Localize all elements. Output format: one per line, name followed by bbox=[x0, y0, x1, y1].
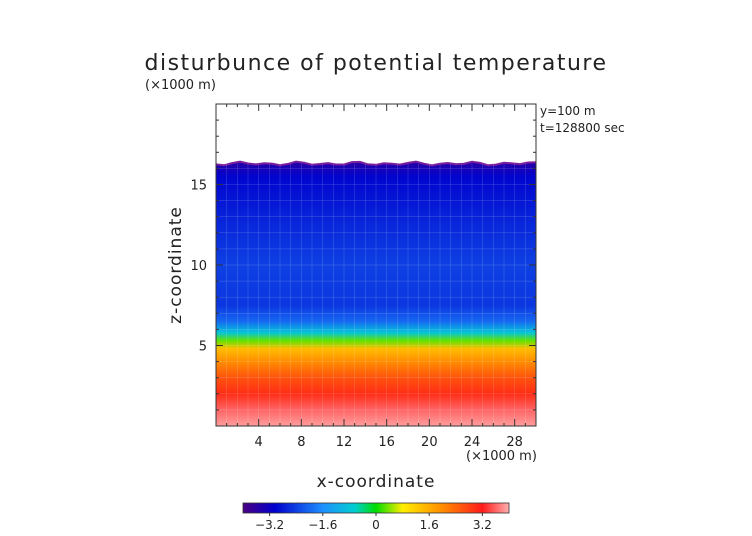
colorbar-ticks: −3.2 −1.6 0 1.6 3.2 bbox=[255, 513, 492, 532]
colorbar: −3.2 −1.6 0 1.6 3.2 bbox=[242, 502, 510, 532]
x-tick-label: 28 bbox=[506, 435, 523, 450]
colorbar-tick-label: −1.6 bbox=[308, 518, 337, 532]
annotation-t: t=128800 sec bbox=[540, 121, 625, 135]
x-tick-label: 16 bbox=[378, 435, 395, 450]
x-tick-label: 8 bbox=[297, 435, 305, 450]
colorbar-tick-label: 0 bbox=[372, 518, 380, 532]
x-unit-label: (×1000 m) bbox=[466, 449, 537, 464]
field-top-edge bbox=[216, 160, 536, 167]
x-axis-label: x-coordinate bbox=[317, 472, 436, 492]
y-tick-label: 10 bbox=[190, 259, 207, 274]
contour-texture bbox=[216, 163, 536, 426]
colorbar-tick-label: −3.2 bbox=[255, 518, 284, 532]
x-tick-label: 12 bbox=[336, 435, 353, 450]
chart-title: disturbunce of potential temperature bbox=[145, 51, 608, 76]
plot-area: 4 8 12 16 20 24 28 5 10 15 bbox=[190, 103, 537, 450]
axis-ticks: 4 8 12 16 20 24 28 5 10 15 bbox=[190, 104, 536, 450]
colorbar-tick-label: 3.2 bbox=[473, 518, 492, 532]
x-tick-label: 20 bbox=[421, 435, 438, 450]
y-axis-label: z-coordinate bbox=[166, 206, 186, 324]
colorbar-tick-label: 1.6 bbox=[420, 518, 439, 532]
y-unit-label: (×1000 m) bbox=[145, 78, 216, 93]
colorbar-bar bbox=[242, 502, 510, 514]
annotation-y: y=100 m bbox=[540, 104, 596, 118]
y-tick-label: 5 bbox=[199, 340, 207, 355]
x-tick-label: 24 bbox=[464, 435, 481, 450]
x-tick-label: 4 bbox=[255, 435, 263, 450]
y-tick-label: 15 bbox=[190, 179, 207, 194]
temperature-field bbox=[216, 161, 536, 426]
